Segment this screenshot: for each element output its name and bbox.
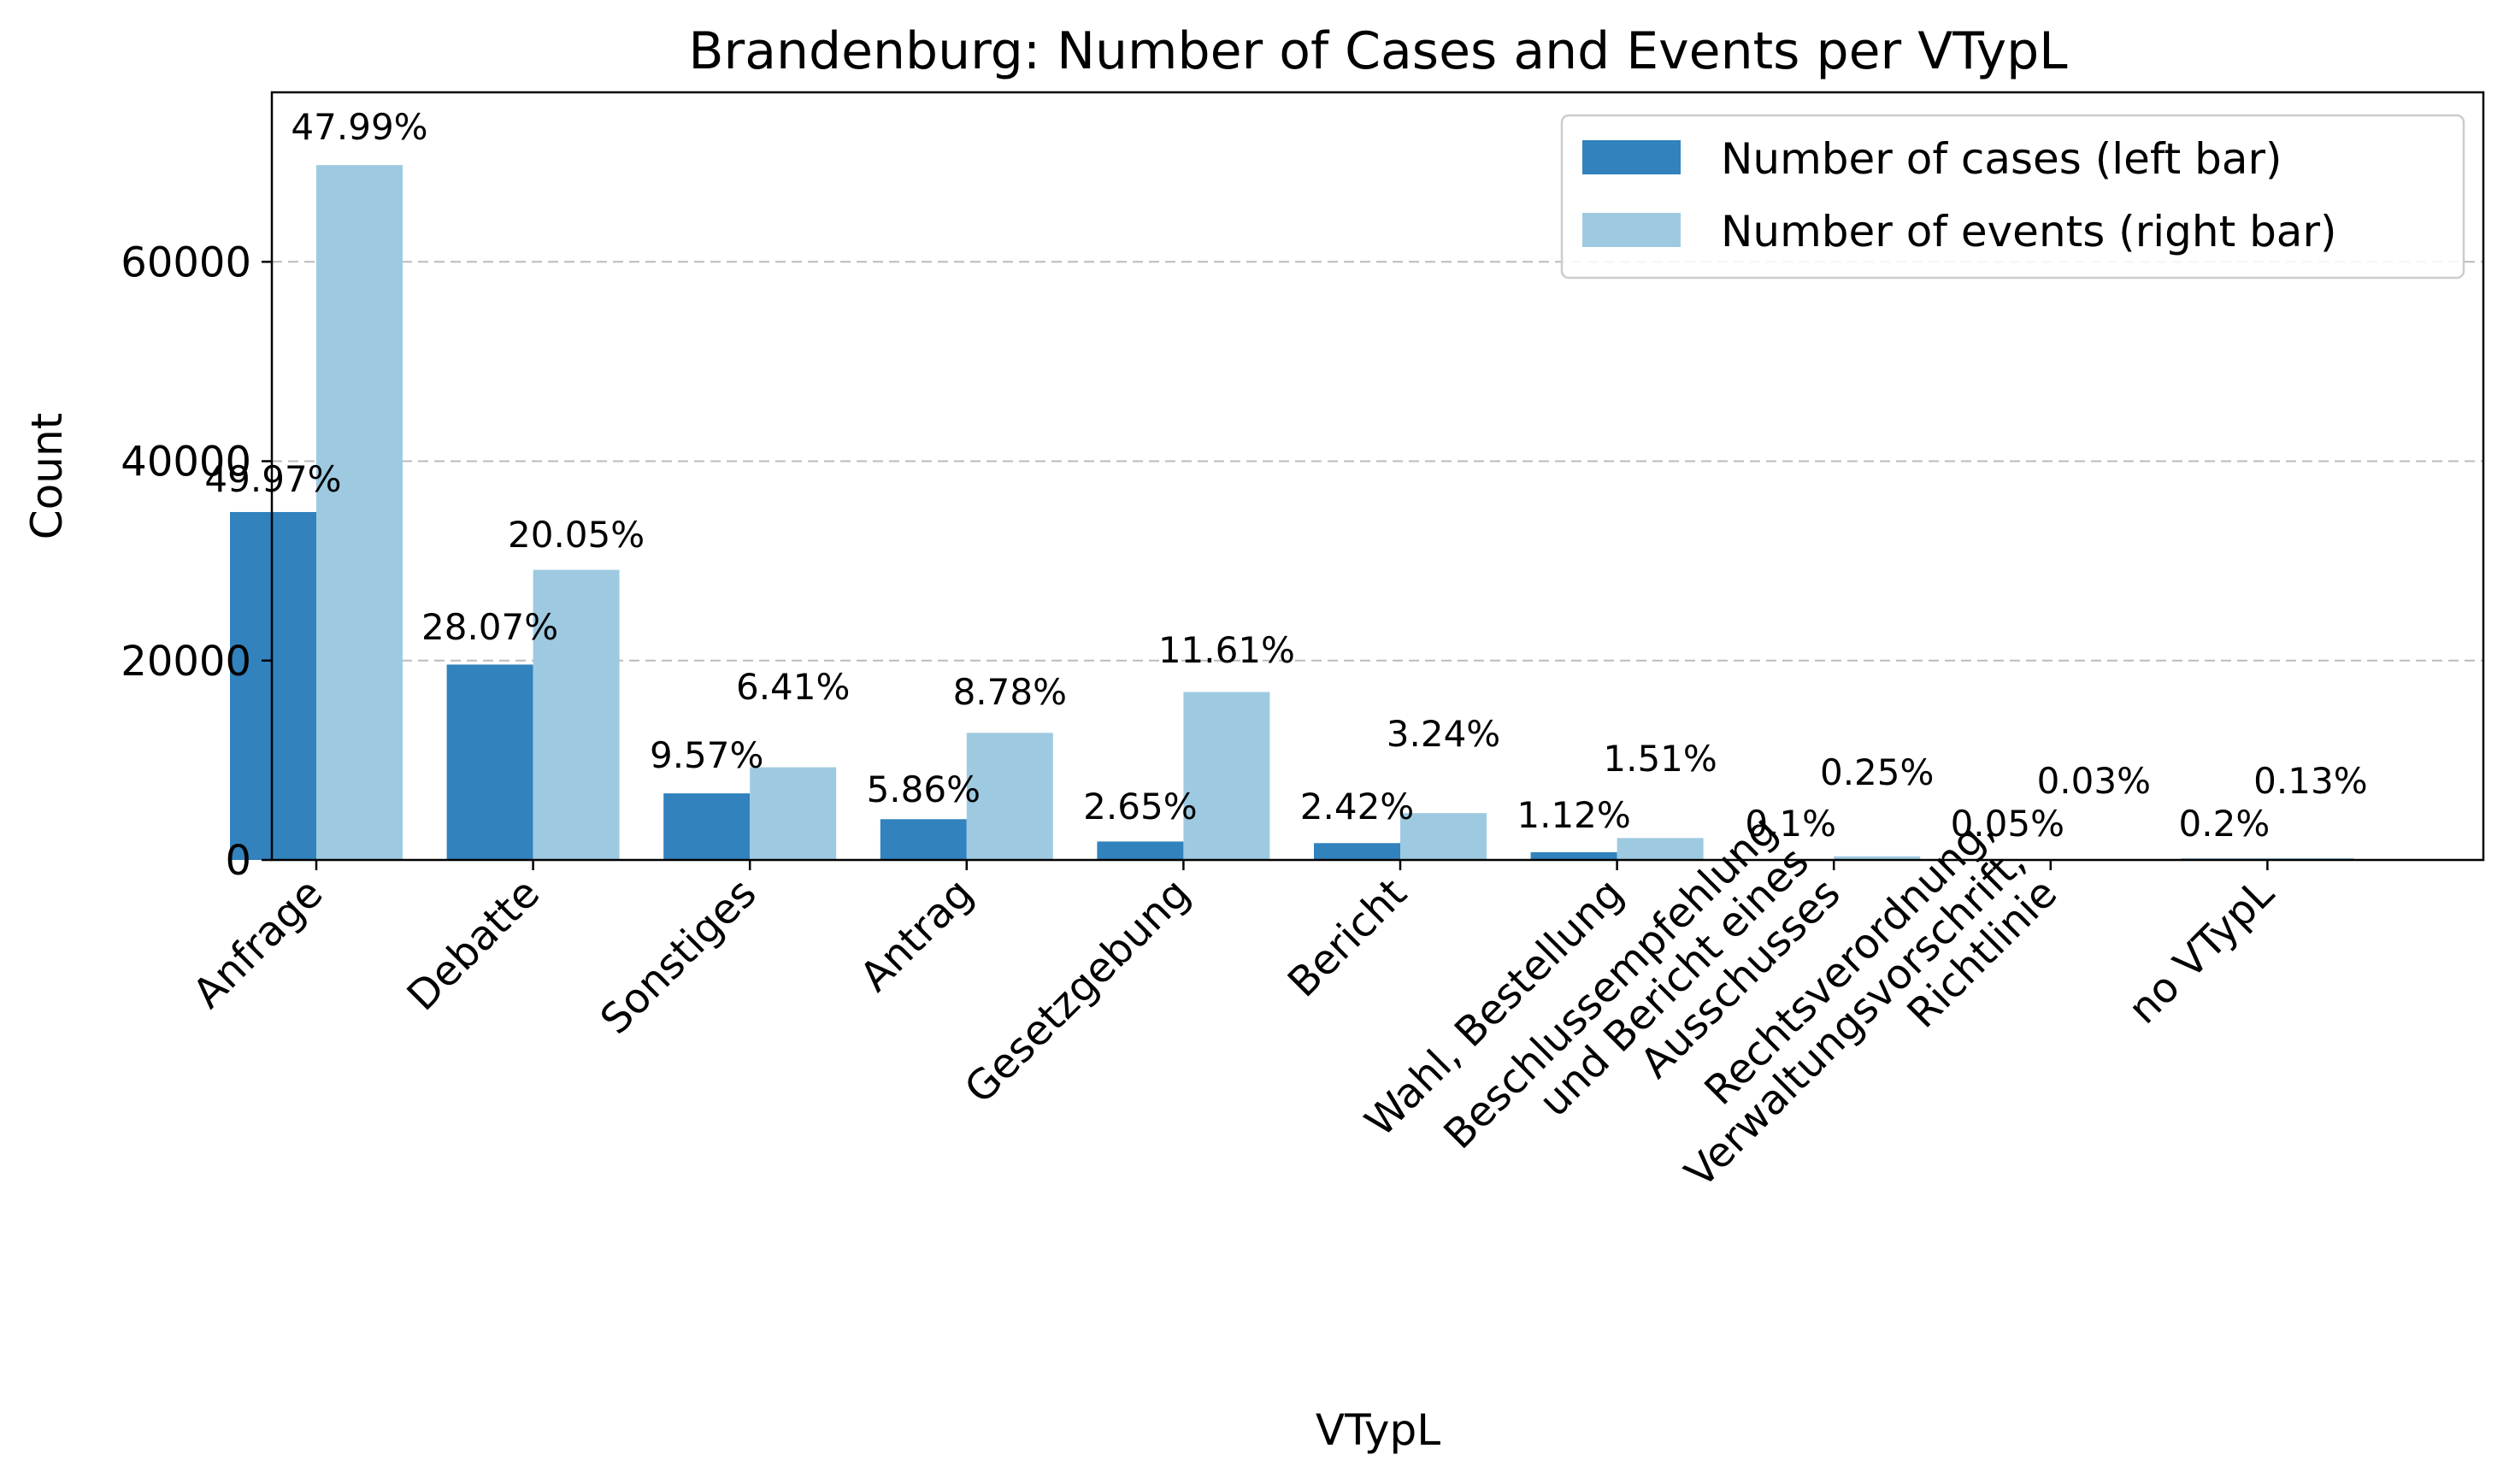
y-axis-ticks: 0 20000 40000 60000: [121, 238, 272, 885]
bar-label-cases: 5.86%: [867, 768, 981, 810]
bar-label-cases: 28.07%: [421, 606, 558, 648]
legend: Number of cases (left bar) Number of eve…: [1560, 114, 2465, 280]
bar-label-cases: 1.12%: [1517, 794, 1630, 836]
y-tick-label: 20000: [121, 638, 251, 686]
x-tick-label: Sonstiges: [592, 869, 766, 1044]
legend-swatch-cases: [1582, 140, 1681, 174]
bar-label-events: 11.61%: [1158, 629, 1295, 671]
bar-cases: [1530, 851, 1617, 860]
bar-label-events: 8.78%: [953, 671, 1067, 713]
bar-label-events: 0.03%: [2037, 760, 2151, 802]
legend-label-events: Number of events (right bar): [1721, 207, 2337, 256]
bar-events: [533, 569, 620, 860]
x-axis-ticks: Anfrage Debatte Sonstiges AntragGesetzgebun…: [184, 806, 2283, 1197]
bar-events: [966, 733, 1053, 860]
bar-label-events: 0.13%: [2253, 760, 2367, 802]
bar-label-cases: 9.57%: [650, 734, 763, 776]
x-tick-label: no VTypL: [2119, 869, 2283, 1034]
x-tick-label-line: Gesetzgebung: [956, 869, 1199, 1113]
bar-events: [1400, 813, 1487, 860]
bar-cases: [880, 819, 967, 860]
bar-label-cases: 2.65%: [1083, 786, 1197, 827]
bar-cases: [1097, 841, 1184, 860]
y-axis-label: Count: [22, 413, 72, 540]
x-tick-label: Antrag: [851, 869, 982, 1001]
bar-cases: [663, 793, 751, 860]
bar-events: [1183, 692, 1270, 860]
bar-events: [1834, 856, 1921, 860]
x-tick-label-line: Anfrage: [184, 869, 332, 1017]
bar-label-cases: 2.42%: [1300, 786, 1414, 827]
bar-label-cases: 0.2%: [2179, 803, 2270, 845]
legend-swatch-events: [1582, 213, 1681, 247]
legend-label-cases: Number of cases (left bar): [1721, 134, 2282, 184]
bar-events: [750, 767, 837, 860]
x-tick-label: Gesetzgebung: [956, 869, 1199, 1113]
y-tick-label: 60000: [121, 238, 251, 286]
bar-cases: [1314, 843, 1400, 860]
bar-label-events: 0.25%: [1820, 751, 1934, 793]
bar-labels: 49.97% 47.99% 28.07% 20.05% 9.57% 6.41% 5.86% 8…: [204, 106, 2367, 845]
legend-frame: [1560, 114, 2465, 280]
x-tick-label: Debatte: [398, 869, 549, 1020]
bar-label-cases: 0.1%: [1745, 803, 1836, 845]
bar-label-events: 1.51%: [1603, 738, 1717, 780]
bar-events: [316, 165, 403, 860]
bar-label-events: 6.41%: [736, 666, 850, 708]
bar-cases: [446, 664, 533, 860]
x-tick-label-line: Debatte: [398, 869, 549, 1020]
x-tick-label-line: Sonstiges: [592, 869, 766, 1044]
bar-cases: [230, 511, 316, 860]
y-tick-label: 40000: [121, 439, 251, 486]
x-axis-label: VTypL: [1316, 1405, 1440, 1455]
x-tick-label-line: Bericht: [1279, 869, 1416, 1007]
bar-label-events: 47.99%: [291, 106, 427, 148]
bar-label-cases: 49.97%: [204, 458, 341, 500]
x-tick-label: Anfrage: [184, 869, 332, 1017]
bars: [230, 165, 2354, 861]
x-tick-label-line: no VTypL: [2119, 869, 2283, 1034]
x-tick-label-line: Antrag: [851, 869, 982, 1001]
bar-label-events: 3.24%: [1387, 713, 1500, 755]
bar-events: [1617, 838, 1704, 860]
plot-frame: [270, 91, 2485, 862]
y-tick-label: 0: [225, 837, 251, 885]
chart-title: Brandenburg: Number of Cases and Events …: [688, 21, 2068, 81]
bar-label-events: 20.05%: [508, 514, 645, 556]
bar-label-cases: 0.05%: [1951, 803, 2064, 845]
x-tick-label: Bericht: [1279, 869, 1416, 1007]
